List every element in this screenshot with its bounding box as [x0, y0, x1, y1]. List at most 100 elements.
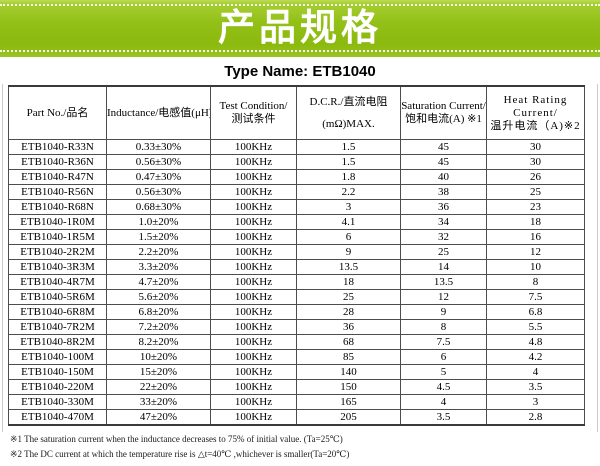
- table-cell: 45: [400, 154, 487, 170]
- table-cell: 8: [400, 319, 487, 335]
- table-cell: 7.2±20%: [106, 319, 211, 335]
- table-cell: ETB1040-R68N: [8, 199, 107, 215]
- table-cell: 68: [296, 334, 401, 350]
- header-line: 温升电流（A)※2: [490, 119, 581, 132]
- table-cell: 3.5: [486, 379, 585, 395]
- table-cell: ETB1040-1R5M: [8, 229, 107, 245]
- header-line: (mΩ)MAX.: [322, 117, 375, 130]
- table-cell: ETB1040-7R2M: [8, 319, 107, 335]
- table-row: ETB1040-3R3M 3.3±20% 100KHz 13.5 14 10: [8, 259, 585, 275]
- table-cell: 0.56±30%: [106, 184, 211, 200]
- table-row: ETB1040-470M 47±20% 100KHz 205 3.5 2.8: [8, 409, 585, 426]
- table-cell: 1.5: [296, 139, 401, 155]
- header-line: Current/: [513, 106, 558, 119]
- table-cell: 4.1: [296, 214, 401, 230]
- table-cell: 85: [296, 349, 401, 365]
- table-cell: 47±20%: [106, 409, 211, 426]
- table-cell: 1.5: [296, 154, 401, 170]
- table-cell: 13.5: [400, 274, 487, 290]
- table-row: ETB1040-7R2M 7.2±20% 100KHz 36 8 5.5: [8, 319, 585, 335]
- table-cell: 0.33±30%: [106, 139, 211, 155]
- footnotes: ※1 The saturation current when the induc…: [10, 432, 600, 462]
- footnote-line: ※2 The DC current at which the temperatu…: [10, 449, 350, 459]
- table-cell: ETB1040-4R7M: [8, 274, 107, 290]
- table-cell: 6: [296, 229, 401, 245]
- table-cell: 4.2: [486, 349, 585, 365]
- table-cell: 10±20%: [106, 349, 211, 365]
- table-cell: 6.8±20%: [106, 304, 211, 320]
- table-cell: ETB1040-470M: [8, 409, 107, 426]
- table-cell: 100KHz: [210, 364, 297, 380]
- table-cell: 3: [486, 394, 585, 410]
- table-cell: 15±20%: [106, 364, 211, 380]
- table-row: ETB1040-R68N 0.68±30% 100KHz 3 36 23: [8, 199, 585, 215]
- header-line: Saturation Current/: [401, 100, 486, 112]
- table-row: ETB1040-R47N 0.47±30% 100KHz 1.8 40 26: [8, 169, 585, 185]
- table-cell: 4: [486, 364, 585, 380]
- table-cell: 100KHz: [210, 409, 297, 426]
- table-cell: 40: [400, 169, 487, 185]
- table-cell: 1.8: [296, 169, 401, 185]
- table-cell: 25: [486, 184, 585, 200]
- table-cell: 100KHz: [210, 184, 297, 200]
- table-cell: 38: [400, 184, 487, 200]
- table-cell: 5.5: [486, 319, 585, 335]
- header-line: Heat Rating: [503, 93, 568, 106]
- table-cell: 8.2±20%: [106, 334, 211, 350]
- table-row: ETB1040-150M 15±20% 100KHz 140 5 4: [8, 364, 585, 380]
- header-line: Inductance/电感值(μH): [107, 106, 211, 119]
- table-cell: 6.8: [486, 304, 585, 320]
- header-test-condition: Test Condition/测试条件: [210, 85, 297, 140]
- table-cell: 5.6±20%: [106, 289, 211, 305]
- table-cell: 140: [296, 364, 401, 380]
- table-cell: 100KHz: [210, 214, 297, 230]
- table-row: ETB1040-220M 22±20% 100KHz 150 4.5 3.5: [8, 379, 585, 395]
- table-cell: 4.5: [400, 379, 487, 395]
- table-cell: ETB1040-150M: [8, 364, 107, 380]
- header-heat-rating-current: Heat Rating Current/温升电流（A)※2: [486, 85, 585, 140]
- table-cell: 25: [400, 244, 487, 260]
- table-cell: ETB1040-220M: [8, 379, 107, 395]
- table-cell: 9: [296, 244, 401, 260]
- header-dcr: D.C.R./直流电阻 (mΩ)MAX.: [296, 85, 401, 140]
- table-cell: 34: [400, 214, 487, 230]
- table-row: ETB1040-100M 10±20% 100KHz 85 6 4.2: [8, 349, 585, 365]
- table-cell: 165: [296, 394, 401, 410]
- table-cell: ETB1040-330M: [8, 394, 107, 410]
- header-line: 饱和电流(A) ※1: [405, 113, 482, 125]
- table-cell: ETB1040-3R3M: [8, 259, 107, 275]
- page-border-left: [2, 84, 3, 432]
- type-name-label: Type Name: ETB1040: [224, 63, 376, 80]
- spec-table-header: Part No./品名 Inductance/电感值(μH) Test Cond…: [8, 85, 585, 140]
- table-cell: 1.5±20%: [106, 229, 211, 245]
- spec-table: Part No./品名 Inductance/电感值(μH) Test Cond…: [8, 85, 585, 426]
- table-cell: 22±20%: [106, 379, 211, 395]
- table-cell: 0.56±30%: [106, 154, 211, 170]
- table-cell: 100KHz: [210, 379, 297, 395]
- table-cell: 100KHz: [210, 139, 297, 155]
- table-cell: 100KHz: [210, 319, 297, 335]
- table-row: ETB1040-2R2M 2.2±20% 100KHz 9 25 12: [8, 244, 585, 260]
- table-cell: 1.0±20%: [106, 214, 211, 230]
- table-cell: 100KHz: [210, 244, 297, 260]
- table-cell: ETB1040-8R2M: [8, 334, 107, 350]
- table-cell: 45: [400, 139, 487, 155]
- table-cell: 33±20%: [106, 394, 211, 410]
- table-cell: ETB1040-R56N: [8, 184, 107, 200]
- table-row: ETB1040-5R6M 5.6±20% 100KHz 25 12 7.5: [8, 289, 585, 305]
- table-cell: 4.7±20%: [106, 274, 211, 290]
- table-row: ETB1040-R36N 0.56±30% 100KHz 1.5 45 30: [8, 154, 585, 170]
- table-row: ETB1040-R56N 0.56±30% 100KHz 2.2 38 25: [8, 184, 585, 200]
- table-cell: 18: [296, 274, 401, 290]
- table-cell: 7.5: [486, 289, 585, 305]
- table-cell: 13.5: [296, 259, 401, 275]
- table-cell: 0.47±30%: [106, 169, 211, 185]
- table-cell: 8: [486, 274, 585, 290]
- table-cell: 16: [486, 229, 585, 245]
- table-cell: 3.5: [400, 409, 487, 426]
- table-cell: 3: [296, 199, 401, 215]
- table-row: ETB1040-1R0M 1.0±20% 100KHz 4.1 34 18: [8, 214, 585, 230]
- table-cell: 2.8: [486, 409, 585, 426]
- header-line: 测试条件: [231, 113, 276, 125]
- table-cell: 100KHz: [210, 394, 297, 410]
